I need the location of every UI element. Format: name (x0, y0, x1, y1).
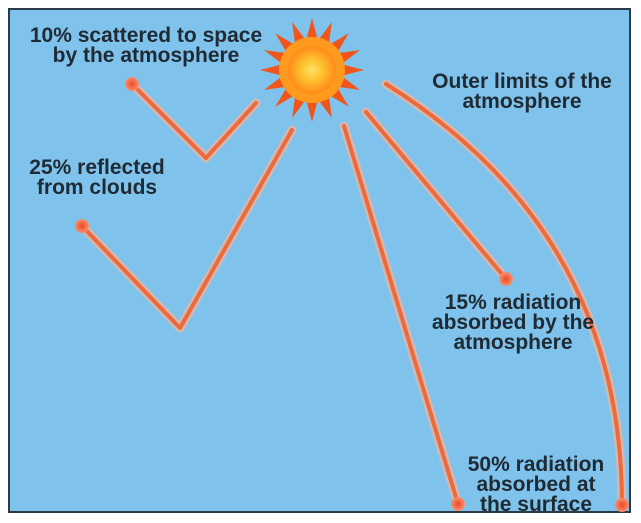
outer-limits-arc (381, 79, 627, 510)
diagram-frame (8, 8, 631, 513)
label-clouds: 25% reflected from clouds (29, 156, 165, 199)
label-absorbed-atmosphere: 15% radiation absorbed by the atmosphere (431, 291, 595, 354)
sun-icon (260, 18, 364, 122)
label-outer-limits: Outer limits of the atmosphere (432, 70, 612, 113)
label-scattered: 10% scattered to space by the atmosphere (29, 24, 263, 67)
ray-clouds (77, 125, 297, 333)
ray-scattered (127, 79, 261, 163)
arrow-tip-icon (75, 77, 629, 512)
ray-atmosphere (361, 107, 511, 284)
label-absorbed-surface: 50% radiation absorbed at the surface (467, 453, 605, 516)
ray-surface-straight (339, 121, 463, 509)
